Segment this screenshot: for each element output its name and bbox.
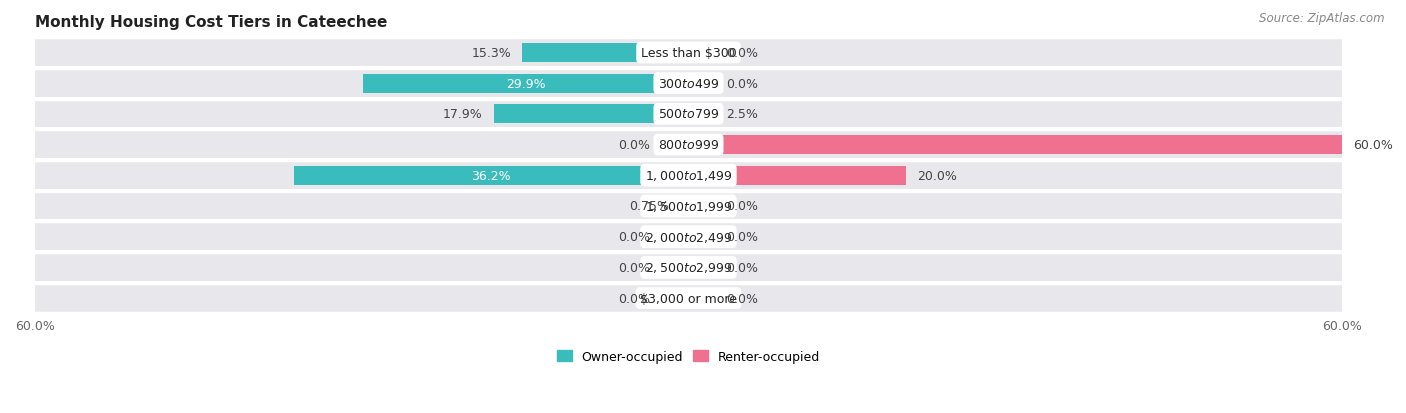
Bar [689, 197, 716, 216]
Bar [35, 132, 1343, 159]
Text: 0.75%: 0.75% [630, 200, 669, 213]
Text: 0.0%: 0.0% [619, 292, 651, 305]
Bar [661, 289, 689, 308]
Text: Source: ZipAtlas.com: Source: ZipAtlas.com [1260, 12, 1385, 25]
Text: $1,500 to $1,999: $1,500 to $1,999 [645, 199, 733, 214]
Text: Less than $300: Less than $300 [641, 47, 737, 60]
Bar [661, 258, 689, 277]
Bar [35, 162, 1343, 189]
Bar [689, 105, 716, 124]
Text: 0.0%: 0.0% [619, 139, 651, 152]
Bar [35, 223, 1343, 251]
Bar [35, 101, 1343, 128]
Text: 0.0%: 0.0% [727, 230, 759, 244]
Bar [363, 74, 689, 93]
Text: $2,500 to $2,999: $2,500 to $2,999 [645, 261, 733, 275]
Bar [35, 254, 1343, 281]
Text: $500 to $799: $500 to $799 [658, 108, 718, 121]
Bar [689, 258, 716, 277]
Text: Monthly Housing Cost Tiers in Cateechee: Monthly Housing Cost Tiers in Cateechee [35, 15, 387, 30]
Bar [689, 136, 1343, 155]
Bar [661, 136, 689, 155]
Text: 0.0%: 0.0% [727, 47, 759, 60]
Text: $300 to $499: $300 to $499 [658, 78, 718, 90]
Text: 0.0%: 0.0% [727, 78, 759, 90]
Text: 0.0%: 0.0% [727, 292, 759, 305]
Bar [689, 289, 716, 308]
Bar [689, 228, 716, 247]
Text: 0.0%: 0.0% [727, 200, 759, 213]
Bar [294, 166, 689, 185]
Text: 2.5%: 2.5% [727, 108, 758, 121]
Text: 0.0%: 0.0% [727, 261, 759, 274]
Bar [35, 285, 1343, 312]
Text: 60.0%: 60.0% [1353, 139, 1393, 152]
Text: $2,000 to $2,499: $2,000 to $2,499 [645, 230, 733, 244]
Text: $3,000 or more: $3,000 or more [640, 292, 737, 305]
Bar [689, 44, 716, 63]
Text: 0.0%: 0.0% [619, 230, 651, 244]
Text: 29.9%: 29.9% [506, 78, 546, 90]
Text: 15.3%: 15.3% [471, 47, 510, 60]
Bar [661, 228, 689, 247]
Bar [689, 74, 716, 93]
Text: 20.0%: 20.0% [917, 169, 957, 182]
Legend: Owner-occupied, Renter-occupied: Owner-occupied, Renter-occupied [551, 345, 825, 368]
Text: 36.2%: 36.2% [471, 169, 512, 182]
Bar [494, 105, 689, 124]
Bar [689, 166, 907, 185]
Bar [681, 197, 689, 216]
Text: 0.0%: 0.0% [619, 261, 651, 274]
Bar [35, 193, 1343, 220]
Bar [522, 44, 689, 63]
Text: 17.9%: 17.9% [443, 108, 482, 121]
Text: $800 to $999: $800 to $999 [658, 139, 718, 152]
Text: $1,000 to $1,499: $1,000 to $1,499 [645, 169, 733, 183]
Bar [35, 40, 1343, 67]
Bar [35, 71, 1343, 97]
